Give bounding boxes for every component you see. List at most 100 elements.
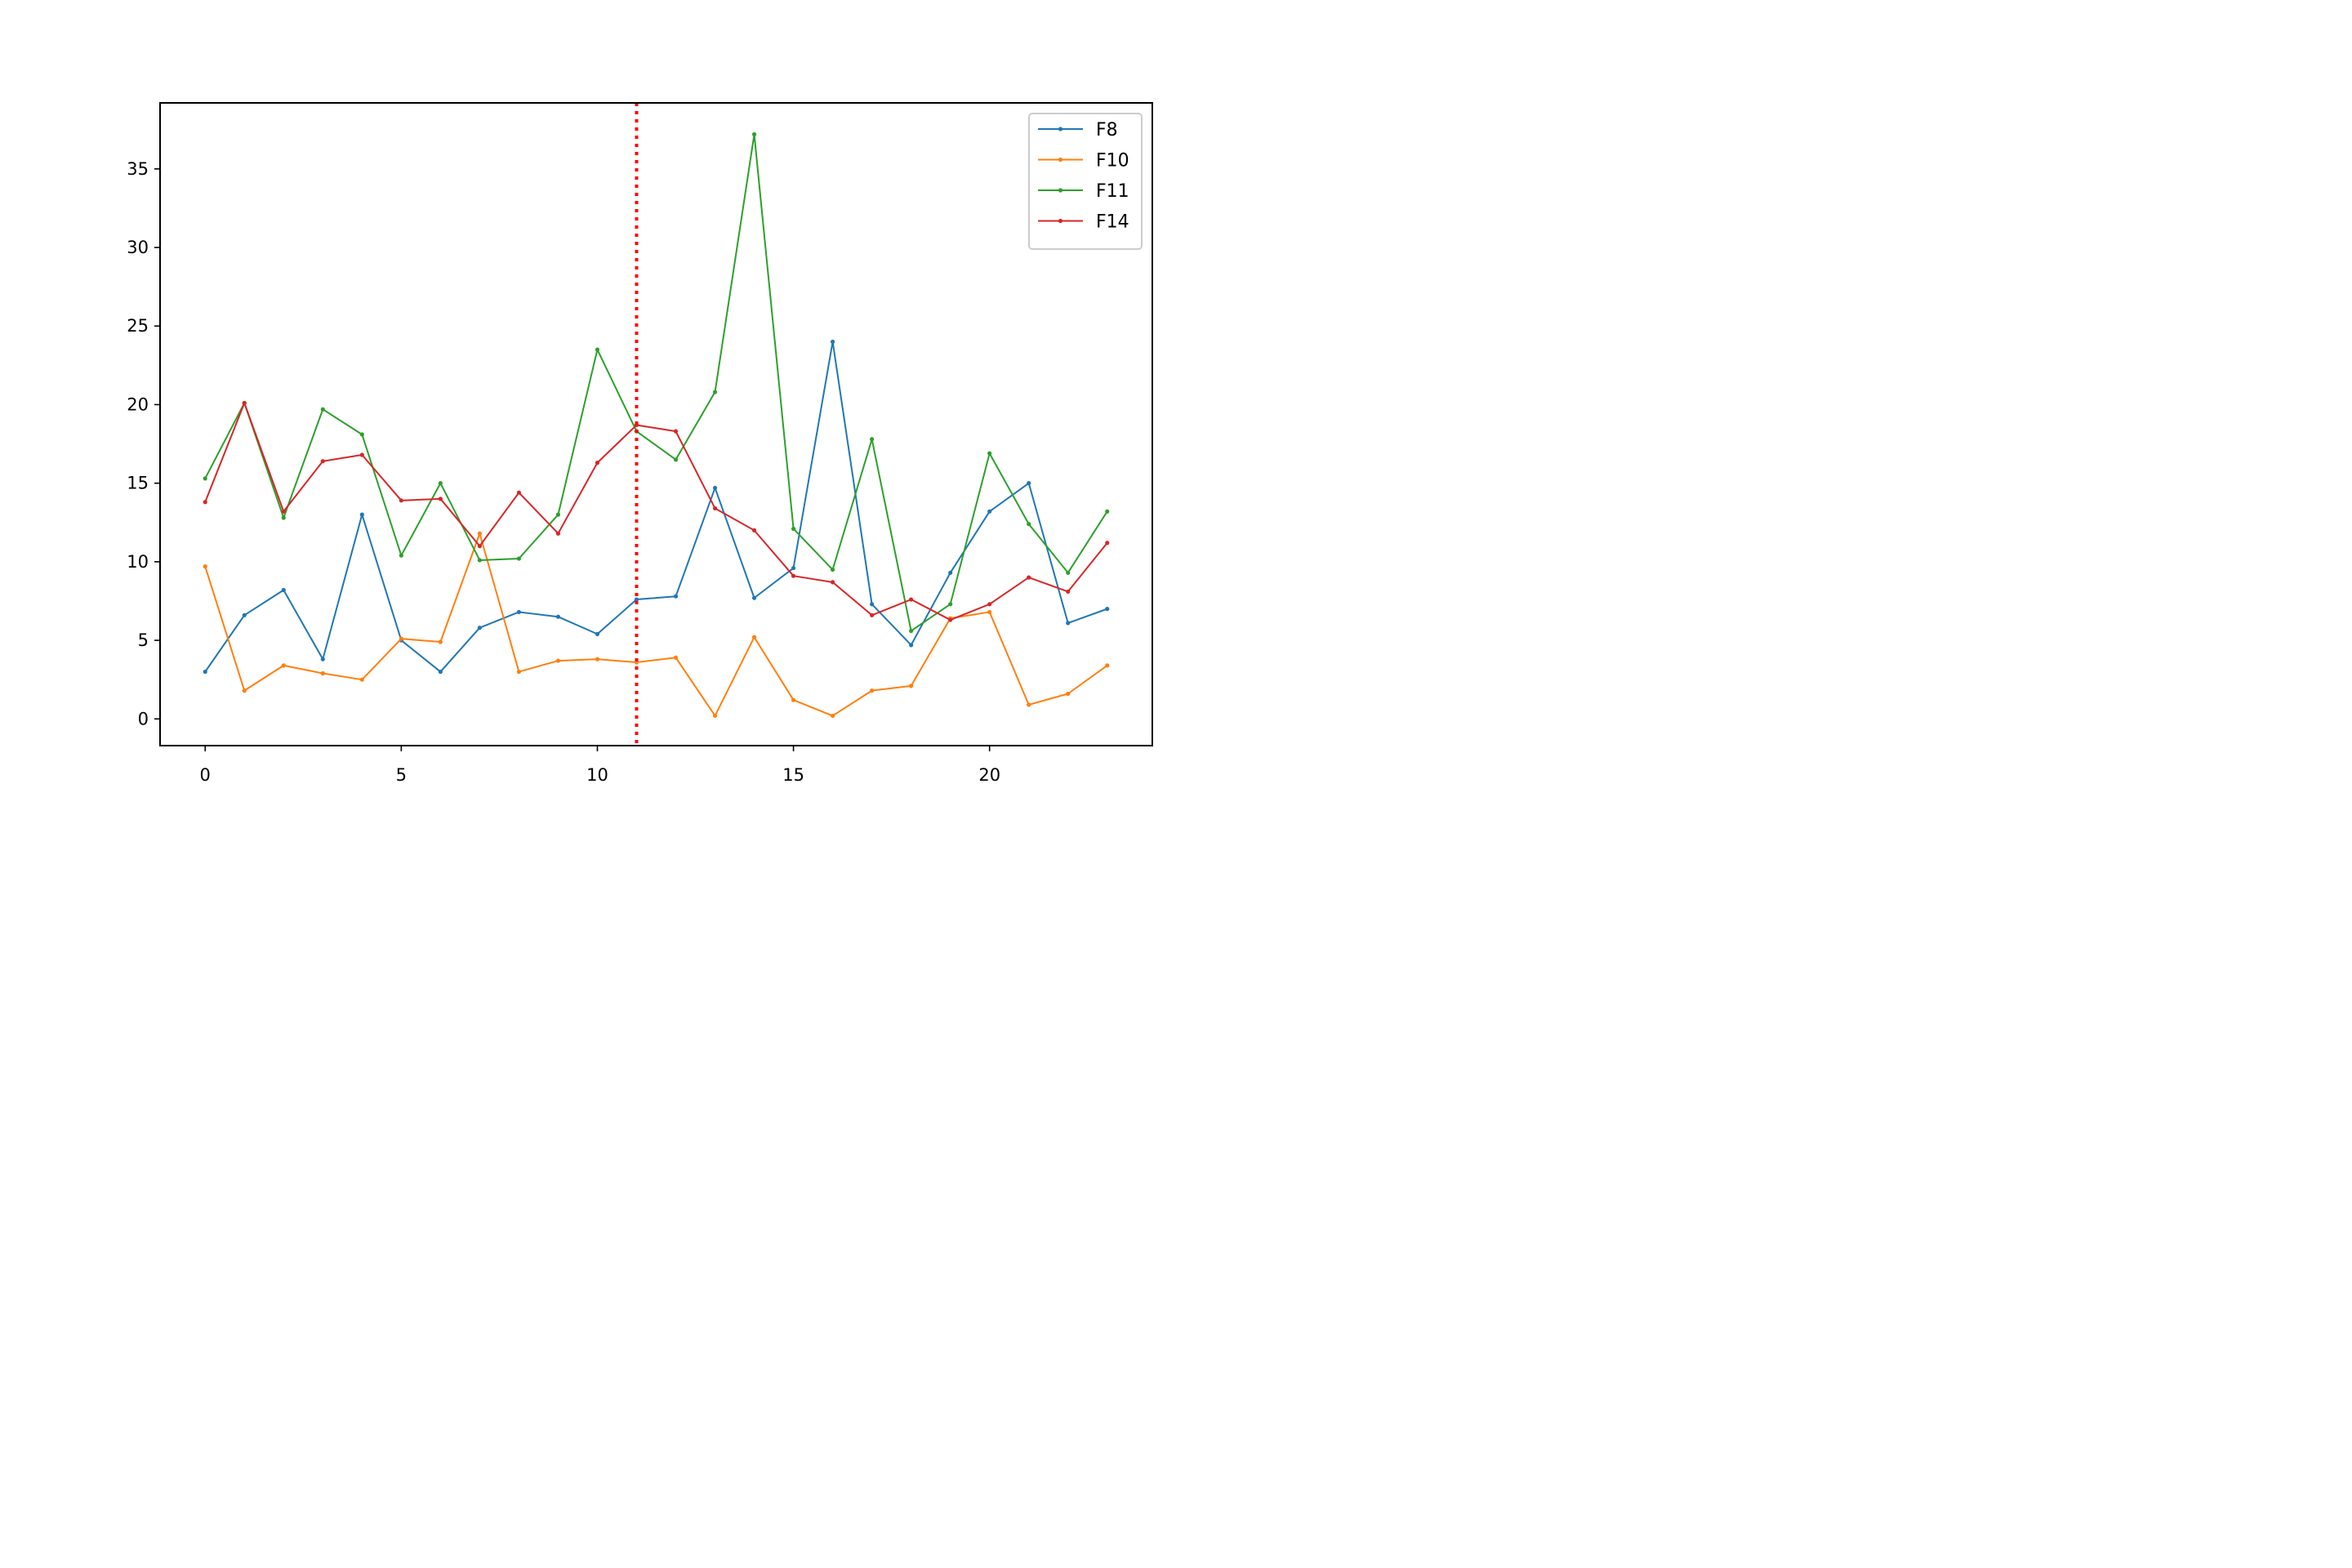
series-line-f8 [203,341,1109,673]
data-point [281,663,286,668]
legend-item-f10: F10 [1038,151,1129,172]
data-point [1066,691,1071,697]
data-point [438,481,443,486]
data-point [909,643,914,648]
data-point [1027,481,1031,486]
data-point [320,657,325,662]
data-point [438,639,443,644]
data-point [909,628,914,634]
data-point [751,528,757,532]
data-point [909,597,914,602]
data-point [673,655,679,660]
x-tick-label: 0 [200,765,211,785]
data-point [320,670,325,676]
legend-item-f8: F8 [1038,120,1118,140]
data-point [909,684,914,688]
plot-frame [159,102,1153,746]
data-point [555,658,561,663]
legend-label: F14 [1096,212,1129,233]
data-point [1105,509,1110,514]
data-point [555,614,561,619]
data-point [831,339,835,345]
data-point [948,570,953,575]
data-point [203,476,207,481]
data-point [399,498,403,503]
data-point [516,556,522,561]
data-point [870,602,875,607]
x-tick-label: 15 [782,765,804,785]
legend-marker [1058,188,1063,193]
data-point [399,553,403,558]
series-lines-layer [203,131,1110,719]
data-point [870,612,875,617]
y-tick-label: 20 [127,394,149,414]
data-point [948,602,953,607]
data-point [870,437,875,442]
data-point [791,526,796,532]
x-tick-label: 5 [396,765,407,785]
series-f10 [203,531,1110,719]
legend-marker [1058,218,1063,224]
data-point [987,602,992,607]
data-point [242,400,247,406]
data-point [1066,570,1071,575]
data-point [987,609,992,615]
chart-root: 0 5 10 15 20 0 5 10 15 20 25 30 35 F8 F10 F11 F14 [0,0,1263,862]
data-point [831,580,835,585]
data-point [712,485,718,491]
data-point [987,509,992,514]
data-point [987,451,992,456]
data-point [359,512,364,517]
data-point [791,573,796,578]
data-point [751,595,757,600]
data-point [359,452,364,457]
data-point [791,697,796,702]
legend-label: F8 [1096,120,1118,140]
data-point [359,432,364,437]
data-point [1105,606,1110,612]
data-point [791,565,796,571]
data-point [320,459,325,464]
legend: F8 F10 F11 F14 [1028,113,1143,250]
data-point [1105,663,1110,668]
legend-item-f14: F14 [1038,212,1129,233]
data-point [673,429,679,434]
data-point [712,506,718,511]
data-point [477,626,482,630]
data-point [203,500,207,505]
y-tick-label: 0 [138,709,149,728]
data-point [1066,621,1071,626]
data-point [438,669,443,675]
data-point [1027,575,1031,580]
data-point [399,636,403,641]
line-chart: 0 5 10 15 20 0 5 10 15 20 25 30 35 F8 F10 F11 F14 [127,102,1153,785]
data-point [477,544,482,549]
legend-item-f11: F11 [1038,181,1129,202]
data-point [1066,589,1071,595]
data-point [595,657,600,662]
x-tick-label: 10 [586,765,608,785]
data-point [516,609,522,615]
data-point [242,688,247,693]
y-tick-label: 25 [127,316,149,336]
data-point [242,612,247,617]
data-point [948,617,953,622]
series-f11 [203,131,1110,634]
y-tick-label: 10 [127,552,149,572]
data-point [751,635,757,639]
x-tick-label: 20 [978,765,1000,785]
data-point [1027,702,1031,707]
data-point [438,497,443,501]
series-f14 [203,400,1110,622]
legend-marker [1058,127,1063,131]
y-tick-label: 30 [127,238,149,257]
legend-label: F10 [1096,151,1129,172]
data-point [555,512,561,517]
data-point [712,390,718,394]
legend-box [1028,113,1143,250]
data-point [1027,522,1031,527]
legend-label: F11 [1096,181,1129,202]
data-point [203,669,207,675]
data-point [281,509,286,514]
data-point [712,713,718,719]
